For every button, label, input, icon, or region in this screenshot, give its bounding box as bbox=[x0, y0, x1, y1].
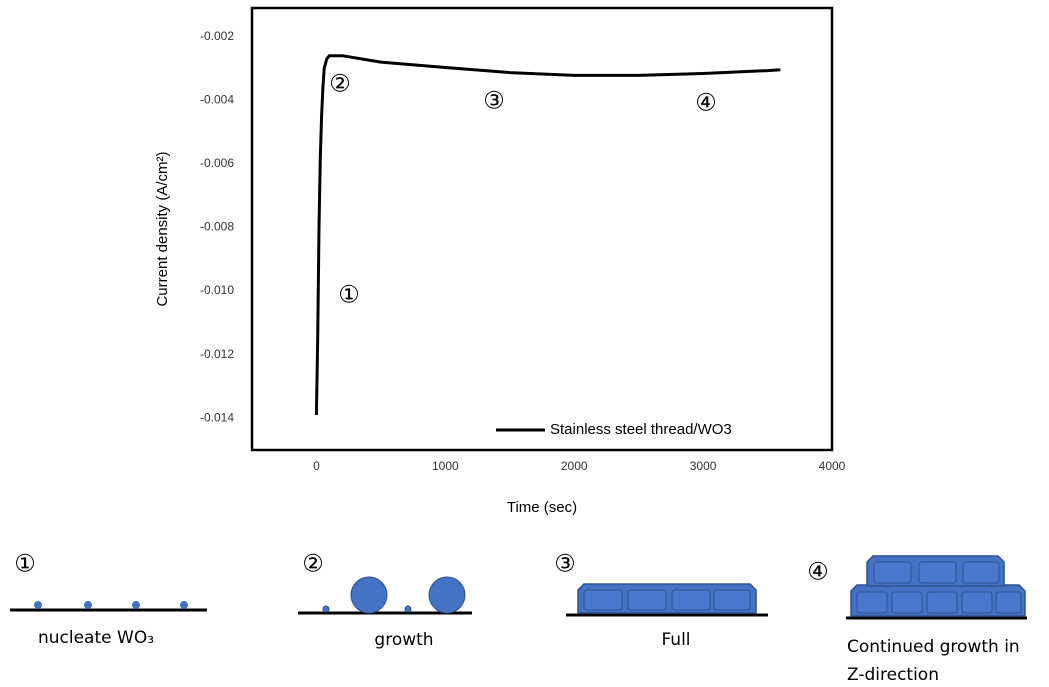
y-axis-label: Current density (A/cm²) bbox=[154, 151, 171, 306]
y-tick-label: -0.012 bbox=[200, 347, 234, 361]
y-tick-label: -0.004 bbox=[200, 92, 234, 106]
full-layer bbox=[578, 584, 756, 613]
y-tick-label: -0.006 bbox=[200, 156, 234, 170]
stage-label: growth bbox=[374, 630, 433, 650]
x-axis-label: Time (sec) bbox=[507, 499, 577, 516]
annotation: ② bbox=[329, 70, 351, 97]
stage-number: ④ bbox=[807, 558, 829, 585]
x-tick-label: 0 bbox=[313, 459, 320, 473]
stage-number: ② bbox=[302, 550, 324, 577]
y-tick-label: -0.002 bbox=[200, 29, 234, 43]
figure: Time (sec) Current density (A/cm²) bbox=[0, 0, 1049, 687]
stacked-layer bbox=[851, 556, 1025, 616]
x-tick-label: 1000 bbox=[432, 459, 459, 473]
stage-diagram bbox=[10, 556, 1027, 618]
stage-number: ① bbox=[14, 550, 36, 577]
y-tick-label: -0.014 bbox=[200, 410, 234, 424]
grains bbox=[323, 577, 465, 613]
annotation: ③ bbox=[483, 87, 505, 114]
legend-label: Stainless steel thread/WO3 bbox=[550, 421, 732, 438]
x-tick-label: 4000 bbox=[819, 459, 846, 473]
y-tick-label: -0.008 bbox=[200, 220, 234, 234]
nuclei bbox=[34, 601, 188, 609]
y-tick-label: -0.010 bbox=[200, 283, 234, 297]
x-tick-label: 2000 bbox=[561, 459, 588, 473]
annotation: ① bbox=[338, 281, 360, 308]
stage-label: nucleate WO₃ bbox=[38, 628, 154, 648]
stage-label: Full bbox=[661, 630, 690, 650]
stage-label: Z-direction bbox=[847, 665, 939, 685]
annotation: ④ bbox=[695, 89, 717, 116]
stage-number: ③ bbox=[554, 550, 576, 577]
x-tick-label: 3000 bbox=[690, 459, 717, 473]
stage-label: Continued growth in bbox=[847, 637, 1020, 657]
